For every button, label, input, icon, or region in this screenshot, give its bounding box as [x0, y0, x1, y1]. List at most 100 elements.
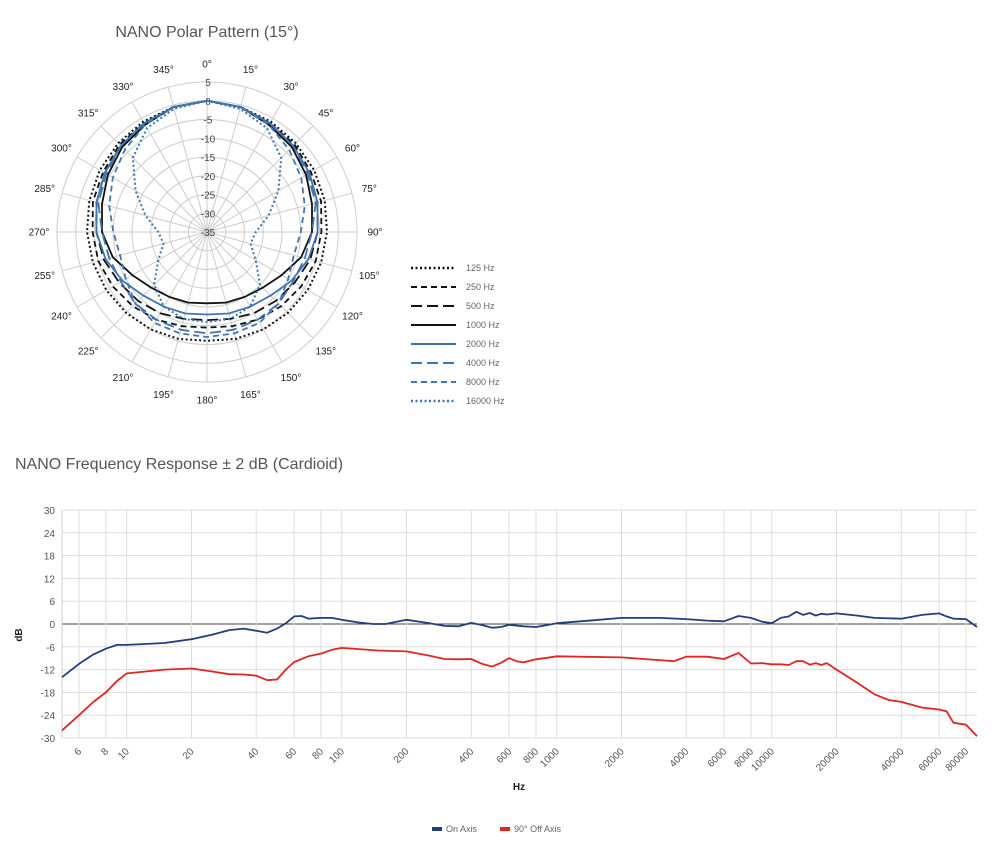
polar-angle-label: 45° — [318, 109, 333, 120]
y-tick-label: -12 — [41, 666, 56, 677]
x-tick-label: 10000 — [749, 746, 777, 774]
x-tick-label: 100 — [327, 746, 347, 766]
polar-angle-label: 240° — [51, 312, 72, 323]
freq-legend: On Axis 90° Off Axis — [432, 824, 561, 834]
polar-angle-label: 135° — [315, 346, 336, 357]
polar-spoke — [61, 231, 208, 272]
polar-spoke — [206, 231, 353, 272]
polar-legend-label: 16000 Hz — [466, 396, 505, 406]
x-tick-label: 8 — [99, 746, 111, 758]
y-tick-label: -18 — [41, 688, 56, 699]
freq-y-axis-label: dB — [14, 628, 25, 641]
x-tick-label: 60000 — [917, 746, 945, 774]
polar-radial-label: 0 — [205, 97, 211, 108]
y-tick-label: 6 — [49, 597, 55, 608]
polar-angle-label: 210° — [113, 373, 134, 384]
polar-radial-label: -35 — [201, 228, 216, 239]
polar-spoke — [206, 192, 353, 233]
polar-angle-label: 345° — [153, 65, 174, 76]
polar-angle-label: 120° — [342, 312, 363, 323]
polar-radial-labels: 5 0 -5 -10 -15 -20 -25 -30 -35 — [201, 78, 216, 239]
polar-legend-label: 500 Hz — [466, 301, 495, 311]
polar-spoke — [76, 231, 208, 308]
polar-spoke — [61, 192, 208, 233]
polar-legend-label: 4000 Hz — [466, 358, 500, 368]
polar-series-line — [131, 99, 283, 323]
x-tick-label: 6 — [72, 746, 84, 758]
polar-legend-label: 2000 Hz — [466, 339, 500, 349]
polar-series-line — [95, 99, 319, 316]
polar-legend: 125 Hz 250 Hz 500 Hz 1000 Hz 2000 Hz 4000 Hz 8… — [411, 263, 505, 406]
polar-spoke — [76, 156, 208, 233]
y-tick-label: 30 — [44, 506, 56, 517]
freq-legend-swatch — [500, 827, 510, 831]
polar-radial-label: -15 — [201, 153, 216, 164]
polar-radial-label: -25 — [201, 191, 216, 202]
freq-x-axis-label: Hz — [513, 782, 525, 793]
polar-spoke — [167, 86, 208, 233]
x-tick-label: 20 — [181, 746, 197, 762]
polar-spoke — [206, 231, 247, 378]
polar-radial-label: -10 — [201, 134, 216, 145]
x-tick-label: 6000 — [706, 746, 730, 770]
polar-angle-label: 330° — [113, 82, 134, 93]
polar-angle-label: 105° — [359, 271, 380, 282]
polar-spoke — [167, 231, 208, 378]
polar-angle-label: 270° — [29, 228, 50, 239]
polar-legend-label: 250 Hz — [466, 282, 495, 292]
polar-angle-label: 315° — [78, 109, 99, 120]
x-tick-label: 1000 — [538, 746, 562, 770]
polar-radial-label: -20 — [201, 172, 216, 183]
polar-angle-label: 180° — [197, 396, 218, 407]
x-tick-label: 200 — [392, 746, 412, 766]
freq-legend-label: 90° Off Axis — [514, 824, 561, 834]
polar-angle-label: 15° — [243, 65, 258, 76]
x-tick-label: 40000 — [879, 746, 907, 774]
polar-angle-label: 30° — [283, 82, 298, 93]
x-tick-label: 4000 — [668, 746, 692, 770]
y-tick-label: 12 — [44, 574, 56, 585]
y-tick-label: -6 — [46, 643, 55, 654]
polar-legend-label: 8000 Hz — [466, 377, 500, 387]
x-tick-label: 400 — [457, 746, 477, 766]
freq-series-line — [61, 610, 978, 678]
polar-spoke — [206, 86, 247, 233]
polar-series-line — [108, 99, 306, 338]
polar-angle-label: 75° — [362, 184, 377, 195]
polar-series-group — [86, 99, 328, 342]
y-tick-label: 18 — [44, 552, 56, 563]
freq-series-line — [61, 647, 978, 737]
x-tick-label: 20000 — [814, 746, 842, 774]
polar-angle-labels: 0° 15° 30° 45° 60° 75° 90° 105° 120° 135° 150° 165°… — [29, 60, 383, 407]
polar-angle-label: 285° — [34, 184, 55, 195]
polar-angle-label: 150° — [281, 373, 302, 384]
freq-grid — [61, 509, 977, 739]
x-tick-label: 80000 — [944, 746, 972, 774]
polar-angle-label: 300° — [51, 144, 72, 155]
y-tick-label: 24 — [44, 529, 56, 540]
polar-radial-label: -5 — [204, 116, 213, 127]
polar-legend-label: 1000 Hz — [466, 320, 500, 330]
polar-legend-label: 125 Hz — [466, 263, 495, 273]
freq-title: NANO Frequency Response ± 2 dB (Cardioid… — [15, 456, 343, 473]
polar-angle-label: 255° — [34, 271, 55, 282]
y-tick-label: -30 — [41, 734, 56, 745]
polar-angle-label: 90° — [367, 228, 382, 239]
polar-angle-label: 195° — [153, 390, 174, 401]
x-tick-label: 80 — [310, 746, 326, 762]
polar-title: NANO Polar Pattern (15°) — [115, 24, 298, 41]
polar-spoke — [206, 231, 338, 308]
polar-series-line — [97, 99, 317, 335]
polar-spoke — [206, 125, 314, 233]
polar-angle-label: 0° — [202, 60, 212, 71]
x-tick-label: 600 — [495, 746, 515, 766]
polar-spoke — [100, 125, 208, 233]
polar-angle-label: 60° — [345, 144, 360, 155]
freq-legend-label: On Axis — [446, 824, 478, 834]
polar-spoke — [206, 156, 338, 233]
x-tick-label: 60 — [284, 746, 300, 762]
freq-legend-swatch — [432, 827, 442, 831]
polar-radial-label: -30 — [201, 209, 216, 220]
polar-series-line — [101, 99, 313, 305]
